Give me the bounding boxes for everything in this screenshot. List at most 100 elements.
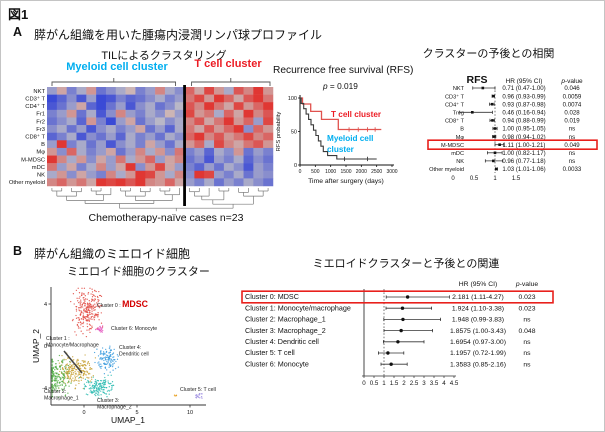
figure-label: 図1 (8, 7, 29, 22)
svg-text:2.181 (1.11-4.27): 2.181 (1.11-4.27) (452, 294, 504, 301)
svg-text:0.0033: 0.0033 (563, 166, 582, 173)
svg-text:Cluster 3: Macrophage_2: Cluster 3: Macrophage_2 (245, 326, 326, 335)
svg-text:Mφ: Mφ (456, 135, 465, 141)
svg-text:ns: ns (523, 350, 531, 357)
svg-text:2500: 2500 (371, 169, 382, 175)
svg-text:Cluster 4: Dendritic cell: Cluster 4: Dendritic cell (245, 337, 319, 346)
svg-text:CD8⁺ T: CD8⁺ T (445, 118, 465, 125)
svg-text:1.6954 (0.97-3.00): 1.6954 (0.97-3.00) (450, 339, 506, 346)
t-cell-cluster-group-label: T cell cluster (194, 58, 262, 70)
svg-text:3: 3 (422, 380, 426, 387)
svg-text:T cell cluster: T cell cluster (331, 110, 382, 119)
svg-text:ns: ns (569, 134, 575, 141)
svg-text:Mφ: Mφ (36, 150, 45, 156)
svg-text:Treg: Treg (453, 111, 464, 117)
svg-text:4: 4 (442, 380, 446, 387)
panel-a-title: 膵がん組織を用いた腫瘍内浸潤リンパ球プロファイル (34, 28, 323, 42)
svg-text:0.71 (0.47-1.00): 0.71 (0.47-1.00) (502, 85, 545, 92)
svg-text:1.11 (1.00-1.21): 1.11 (1.00-1.21) (503, 142, 546, 149)
svg-text:CD3⁺ T: CD3⁺ T (25, 95, 45, 102)
svg-text:1.3583 (0.85-2.16): 1.3583 (0.85-2.16) (450, 361, 506, 368)
svg-text:3.5: 3.5 (430, 380, 439, 387)
svg-text:ns: ns (523, 339, 531, 346)
svg-text:UMAP_2: UMAP_2 (31, 329, 41, 363)
svg-text:Cluster 1 :: Cluster 1 : (46, 336, 70, 342)
svg-text:Myeloid cell: Myeloid cell (327, 134, 373, 143)
svg-text:-4: -4 (42, 386, 47, 392)
svg-text:0.023: 0.023 (518, 294, 535, 301)
svg-text:B: B (41, 142, 45, 148)
svg-text:0.0059: 0.0059 (563, 93, 582, 100)
svg-text:Recurrence free survival (RFS): Recurrence free survival (RFS) (273, 65, 413, 76)
svg-text:NKT: NKT (453, 86, 465, 92)
svg-text:Cluster 2: Macrophage_1: Cluster 2: Macrophage_1 (245, 315, 326, 324)
svg-text:ns: ns (569, 126, 575, 133)
svg-text:0: 0 (362, 380, 366, 387)
svg-text:0.028: 0.028 (564, 110, 580, 117)
svg-text:HR (95% CI): HR (95% CI) (506, 78, 543, 85)
svg-text:Dendritic cell: Dendritic cell (119, 351, 149, 357)
svg-text:0.5: 0.5 (470, 176, 479, 182)
cluster-prognosis-forest-chart: RFS HR (95% CI) p-value NKT 0.71 (0.47-1.00)… (427, 74, 598, 182)
svg-text:Monocyte/Macrophage: Monocyte/Macrophage (46, 342, 99, 348)
svg-text:CD3⁺ T: CD3⁺ T (445, 93, 465, 100)
svg-text:1.00 (0.82-1.17): 1.00 (0.82-1.17) (502, 150, 545, 157)
svg-text:1.948 (0.99-3.83): 1.948 (0.99-3.83) (452, 317, 504, 324)
cluster-prognosis-title: クラスターの予後との相関 (422, 48, 555, 60)
svg-text:Cluster 6: Monocyte: Cluster 6: Monocyte (111, 326, 157, 332)
svg-text:Cluster 3:: Cluster 3: (97, 398, 119, 404)
svg-text:UMAP_1: UMAP_1 (111, 415, 145, 425)
svg-text:500: 500 (311, 169, 320, 175)
svg-text:1000: 1000 (325, 169, 336, 175)
svg-text:Other myeloid: Other myeloid (9, 180, 45, 186)
svg-text:50: 50 (291, 130, 297, 136)
svg-text:0: 0 (299, 169, 302, 175)
svg-text:0.98 (0.94-1.02): 0.98 (0.94-1.02) (502, 134, 545, 141)
svg-text:RFS: RFS (467, 74, 488, 86)
svg-text:0.0074: 0.0074 (563, 101, 582, 108)
svg-text:Macrophage_2: Macrophage_2 (97, 404, 132, 410)
panel-b-label: B (13, 244, 23, 258)
svg-text:0.023: 0.023 (518, 305, 535, 312)
svg-text:0.046: 0.046 (564, 85, 580, 92)
svg-text:NKT: NKT (33, 89, 45, 95)
svg-text:1.8575 (1.00-3.43): 1.8575 (1.00-3.43) (450, 328, 506, 335)
svg-text:M-MDSC: M-MDSC (441, 143, 464, 149)
svg-text:Cluster 5: T cell: Cluster 5: T cell (245, 348, 295, 357)
svg-text:Cluster 6: Monocyte: Cluster 6: Monocyte (245, 359, 309, 368)
svg-text:Cluster 5: T cell: Cluster 5: T cell (180, 387, 216, 393)
svg-text:B: B (460, 127, 464, 133)
svg-text:10: 10 (187, 410, 193, 416)
svg-text:1.1957 (0.72-1.99): 1.1957 (0.72-1.99) (450, 350, 506, 357)
svg-text:HR (95% CI): HR (95% CI) (459, 281, 498, 288)
svg-text:Fr2: Fr2 (36, 119, 45, 125)
svg-text:1500: 1500 (340, 169, 351, 175)
svg-text:ns: ns (569, 158, 575, 165)
svg-text:CD4⁺ T: CD4⁺ T (25, 103, 45, 110)
svg-text:4: 4 (44, 302, 47, 308)
svg-text:1.5: 1.5 (390, 380, 399, 387)
til-clustering-title: TILによるクラスタリング (101, 50, 227, 62)
myeloid-forest-title: ミエロイドクラスターと予後との関連 (312, 258, 500, 270)
myeloid-cluster-group-label: Myeloid cell cluster (66, 61, 168, 73)
svg-text:p-value: p-value (560, 78, 583, 85)
myeloid-prognosis-forest-chart: HR (95% CI) p-value Cluster 0: MDSC 2.181 (… (241, 281, 554, 387)
svg-text:mDC: mDC (32, 165, 45, 171)
svg-text:0: 0 (294, 163, 297, 169)
svg-text:p-value: p-value (515, 281, 539, 288)
svg-text:Fr1: Fr1 (36, 112, 45, 118)
panel-b-title: 膵がん組織のミエロイド細胞 (34, 247, 191, 261)
svg-text:1.03 (1.01-1.06): 1.03 (1.01-1.06) (502, 166, 545, 173)
svg-text:0.048: 0.048 (518, 328, 535, 335)
svg-text:ns: ns (523, 361, 531, 368)
svg-text:NK: NK (37, 173, 45, 179)
rfs-km-chart: Recurrence free survival (RFS) p = 0.019 0… (273, 65, 413, 185)
svg-text:0: 0 (44, 344, 47, 350)
svg-text:2: 2 (402, 380, 406, 387)
svg-text:Cluster 0: MDSC: Cluster 0: MDSC (245, 292, 299, 301)
svg-text:Cluster 2:: Cluster 2: (44, 389, 66, 395)
svg-text:4.5: 4.5 (450, 380, 459, 387)
svg-text:Cluster 1: Monocyte/macrophage: Cluster 1: Monocyte/macrophage (245, 303, 351, 312)
svg-text:1: 1 (382, 380, 386, 387)
